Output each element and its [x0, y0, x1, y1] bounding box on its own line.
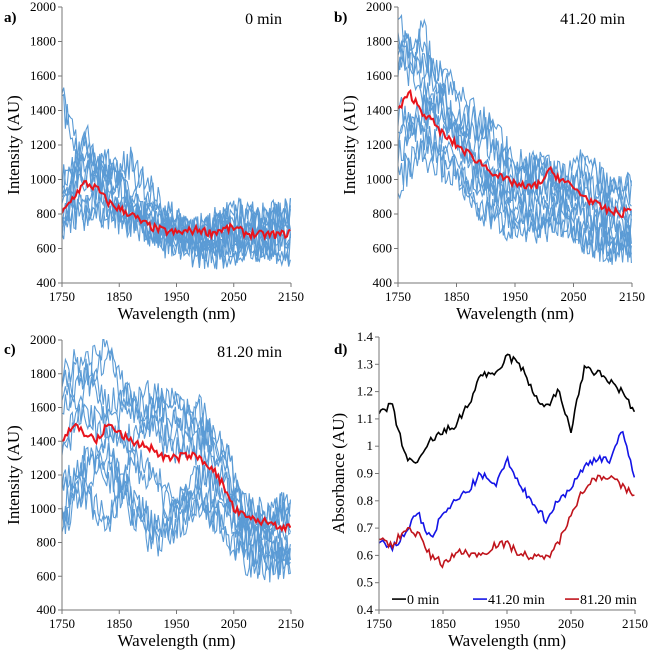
y-tick-label: 1400: [30, 433, 56, 448]
y-tick-label: 400: [373, 275, 393, 290]
panel-a: 400 600 800 1000 1200 1400 1600 1800 2000 1750 185…: [4, 0, 304, 323]
x-tick-label: 1850: [106, 289, 132, 304]
sample-spectrum-line: [62, 445, 291, 579]
sample-spectrum-line: [398, 105, 632, 264]
x-tick-label: 1950: [502, 289, 528, 304]
y-tick-label: 1600: [30, 68, 56, 83]
y-tick-label: 1000: [366, 172, 392, 187]
sample-spectrum-line: [398, 18, 632, 214]
y-tick-label: 1.2: [357, 384, 373, 399]
y-tick-label: 0.4: [357, 602, 374, 617]
y-axis-label: Intensity (AU): [340, 95, 359, 195]
y-tick-label: 2000: [30, 0, 56, 14]
legend-entry: 41.20 min: [488, 593, 545, 608]
sample-spectrum-line: [398, 30, 632, 203]
x-tick-label: 1750: [385, 289, 411, 304]
y-tick-label: 1600: [30, 400, 56, 415]
legend: 0 min 41.20 min 81.20 min: [392, 593, 637, 608]
panel-title: 41.20 min: [560, 11, 625, 28]
panel-label: b): [334, 10, 347, 26]
x-tick-label: 1850: [430, 616, 456, 631]
y-tick-label: 1.1: [357, 411, 373, 426]
x-tick-label: 2050: [221, 289, 247, 304]
y-tick-label: 1200: [30, 467, 56, 482]
y-tick-label: 0.5: [357, 575, 373, 590]
y-tick-label: 800: [37, 206, 57, 221]
y-tick-label: 1600: [366, 68, 392, 83]
x-tick-label: 1750: [49, 616, 75, 631]
panel-title: 0 min: [245, 11, 282, 28]
panel-title: 81.20 min: [217, 344, 282, 361]
x-tick-label: 1950: [164, 616, 190, 631]
x-axis-label: Wavelength (nm): [448, 631, 566, 650]
series-line: [379, 474, 635, 569]
sample-spectrum-line: [62, 387, 291, 529]
y-tick-label: 2000: [366, 0, 392, 14]
panel-d: 0.4 0.5 0.6 0.7 0.8 0.9 1 1.1 1.2 1.3 1.4 1750 1850 1…: [329, 329, 648, 650]
mean-spectrum-line: [62, 422, 291, 534]
y-tick-label: 1800: [30, 366, 56, 381]
x-axis-label: Wavelength (nm): [117, 304, 235, 323]
y-tick-label: 2000: [30, 332, 56, 347]
mean-spectrum-line: [398, 88, 632, 219]
sample-spectrum-line: [62, 443, 291, 583]
y-tick-label: 1800: [30, 34, 56, 49]
series-line: [379, 353, 635, 464]
y-tick-label: 800: [373, 206, 393, 221]
sample-spectrum-line: [62, 346, 291, 544]
y-tick-label: 600: [373, 241, 393, 256]
y-axis-label: Intensity (AU): [4, 95, 23, 195]
y-tick-label: 0.8: [357, 493, 373, 508]
y-tick-label: 1400: [30, 103, 56, 118]
y-tick-label: 0.6: [357, 547, 374, 562]
y-tick-label: 1: [367, 438, 374, 453]
mean-spectrum-line: [62, 180, 291, 242]
x-tick-label: 2050: [561, 289, 587, 304]
panel-label: a): [4, 10, 17, 26]
sample-spectrum-line: [398, 138, 632, 251]
y-tick-label: 1.4: [357, 329, 374, 344]
sample-spectrum-line: [398, 83, 632, 255]
x-axis-label: Wavelength (nm): [456, 304, 574, 323]
x-tick-label: 2150: [622, 616, 648, 631]
y-axis-label: Absorbance (AU): [329, 413, 348, 534]
y-tick-label: 1200: [366, 137, 392, 152]
x-tick-label: 1950: [494, 616, 520, 631]
x-tick-label: 1850: [106, 616, 132, 631]
x-tick-label: 2050: [221, 616, 247, 631]
x-tick-label: 2150: [278, 616, 304, 631]
x-tick-label: 2050: [558, 616, 584, 631]
y-tick-label: 600: [37, 241, 57, 256]
x-tick-label: 2150: [278, 289, 304, 304]
sample-spectrum-line: [62, 449, 291, 565]
y-axis-label: Intensity (AU): [4, 425, 23, 525]
x-tick-label: 1950: [164, 289, 190, 304]
y-tick-label: 0.9: [357, 466, 373, 481]
y-tick-label: 600: [37, 568, 57, 583]
panel-label: c): [4, 342, 16, 358]
y-tick-label: 1000: [30, 172, 56, 187]
x-tick-label: 1850: [444, 289, 470, 304]
y-tick-label: 400: [37, 602, 57, 617]
legend-entry: 0 min: [407, 593, 439, 608]
y-tick-label: 400: [37, 275, 57, 290]
x-axis-label: Wavelength (nm): [117, 631, 235, 650]
panel-b: 400 600 800 1000 1200 1400 1600 1800 2000 1750 185…: [334, 0, 645, 323]
series-line: [379, 430, 635, 553]
y-tick-label: 1.3: [357, 356, 373, 371]
y-tick-label: 1800: [366, 34, 392, 49]
y-tick-label: 1200: [30, 137, 56, 152]
y-tick-label: 800: [37, 535, 57, 550]
x-tick-label: 2150: [619, 289, 645, 304]
legend-entry: 81.20 min: [580, 593, 637, 608]
y-tick-label: 1400: [366, 103, 392, 118]
panel-c: 400 600 800 1000 1200 1400 1600 1800 2000 1750 185…: [4, 332, 304, 650]
y-tick-label: 0.7: [357, 520, 374, 535]
x-tick-label: 1750: [366, 616, 392, 631]
y-tick-label: 1000: [30, 501, 56, 516]
sample-spectrum-line: [62, 357, 291, 544]
x-tick-label: 1750: [49, 289, 75, 304]
panel-label: d): [334, 342, 347, 358]
